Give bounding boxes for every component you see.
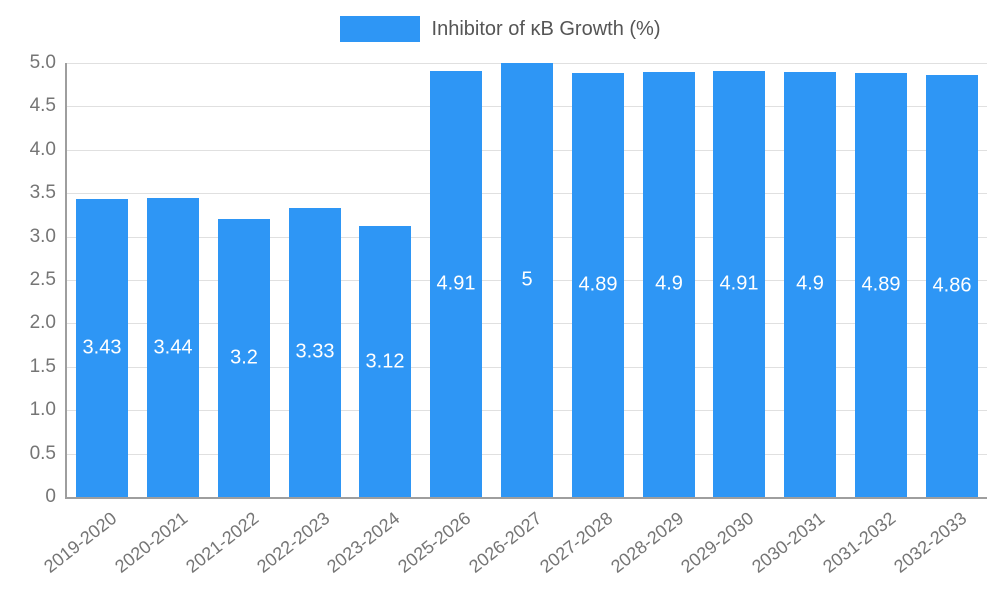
bar-value-label: 4.91: [719, 272, 759, 295]
bar-value-label: 4.9: [655, 272, 683, 295]
bar: 4.86: [926, 75, 978, 497]
legend: Inhibitor of κB Growth (%): [0, 16, 1000, 42]
bar: 4.89: [572, 72, 624, 497]
bar-value-label: 4.91: [436, 272, 476, 295]
y-tick-label: 2.5: [29, 269, 56, 290]
bar: 3.33: [289, 207, 341, 497]
bar-value-label: 3.43: [82, 336, 122, 359]
bar-value-label: 4.86: [932, 274, 972, 297]
bar-value-label: 3.12: [365, 350, 405, 373]
bar: 5: [501, 63, 553, 497]
y-tick-label: 3.5: [29, 182, 56, 204]
plot-area: 3.43 3.44 3.2 3.33 3.12 4.91 5 4.89 4.9 4.91 4.9 4.…: [65, 63, 987, 499]
y-tick-label: 0: [45, 486, 56, 507]
bar: 3.43: [76, 199, 128, 497]
bar: 4.9: [643, 71, 695, 497]
bar-value-label: 4.9: [796, 272, 824, 295]
bar: 4.9: [784, 71, 836, 497]
legend-swatch: [339, 16, 420, 42]
bar-value-label: 3.2: [230, 346, 258, 369]
bar-value-label: 3.33: [295, 340, 335, 363]
bar-value-label: 4.89: [861, 273, 901, 296]
y-tick-label: 4.5: [29, 95, 56, 117]
y-tick-label: 3.0: [29, 225, 56, 247]
bar: 3.44: [147, 198, 199, 497]
bar: 4.91: [430, 70, 482, 497]
bar-value-label: 5: [521, 268, 533, 291]
bar: 4.89: [855, 72, 907, 497]
legend-label: Inhibitor of κB Growth (%): [431, 17, 661, 40]
y-tick-label: 2.0: [29, 312, 56, 334]
bar: 4.91: [713, 70, 765, 497]
y-tick-label: 1.0: [29, 399, 56, 421]
y-tick-label: 5.0: [29, 52, 56, 73]
bar-value-label: 3.44: [153, 336, 193, 359]
bar-value-label: 4.89: [578, 273, 618, 296]
y-tick-label: 0.5: [29, 442, 56, 464]
y-tick-label: 4.0: [29, 138, 56, 160]
bar: 3.2: [218, 219, 270, 497]
bar: 3.12: [359, 226, 411, 497]
y-tick-label: 1.5: [29, 355, 56, 377]
